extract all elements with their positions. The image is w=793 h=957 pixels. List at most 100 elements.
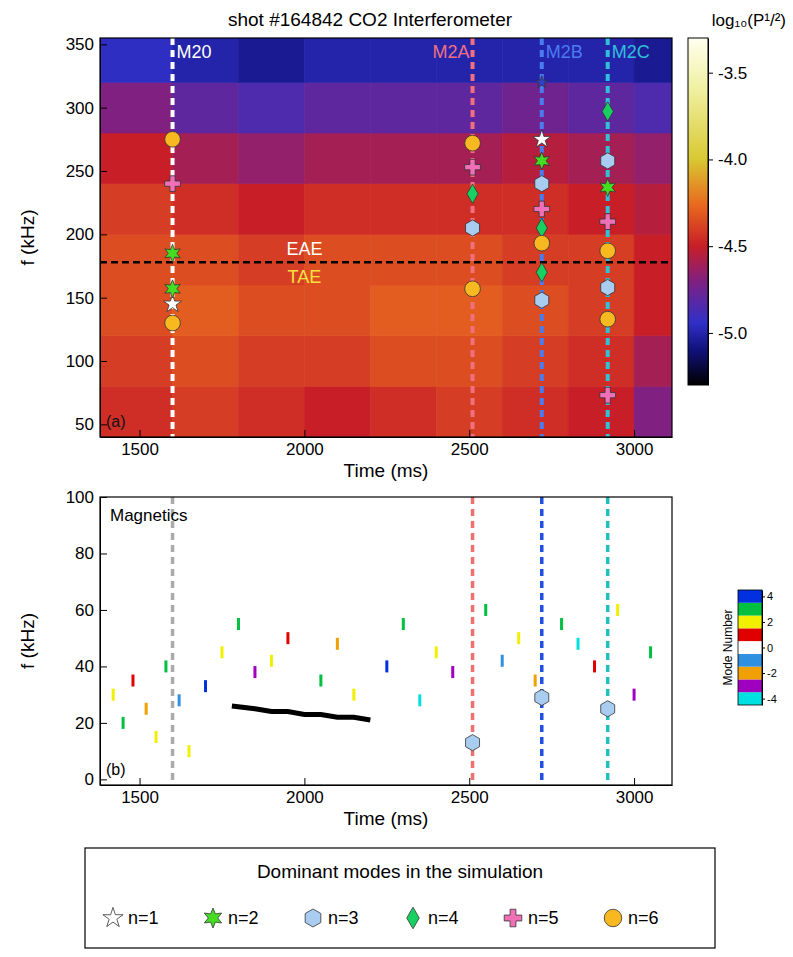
heatmap-cell — [304, 82, 370, 133]
tick: 2000 — [286, 778, 324, 807]
heatmap-cell — [238, 38, 304, 82]
tick: 3000 — [616, 778, 654, 807]
tick: 250 — [66, 162, 107, 181]
heatmap-cell — [304, 38, 370, 82]
figure: 150020002500300050100150200250300350shot… — [0, 0, 793, 957]
tick-mark — [304, 778, 305, 785]
heatmap-cell — [436, 386, 502, 437]
mode-activity — [204, 680, 207, 692]
time-marker-line — [471, 38, 475, 437]
tick: 60 — [75, 601, 107, 620]
tick-label: 1500 — [121, 788, 159, 807]
tick-mark — [100, 723, 107, 724]
mode-activity — [155, 731, 158, 743]
mode-marker — [601, 701, 615, 717]
legend-marker — [407, 907, 420, 929]
legend-label: n=2 — [228, 908, 259, 928]
heatmap-cell — [304, 386, 370, 437]
y-axis-title: f (kHz) — [17, 210, 38, 266]
tick-mark — [100, 44, 107, 45]
colorbar-cell — [738, 616, 762, 629]
mode-marker — [536, 263, 547, 282]
heatmap-cell — [502, 285, 568, 336]
plot-area — [100, 38, 672, 437]
plot-frame — [100, 38, 672, 437]
tick: 0 — [762, 642, 773, 654]
heatmap-cell — [100, 133, 173, 184]
mode-activity — [451, 666, 454, 678]
heatmap-cell — [173, 38, 239, 82]
mode-marker — [535, 292, 549, 308]
colorbar-cell — [738, 628, 762, 641]
heatmap-cell — [370, 234, 436, 285]
heatmap-cell — [100, 386, 173, 437]
heatmap-cell — [173, 82, 239, 133]
legend-box — [85, 848, 715, 948]
mode-activity — [145, 703, 148, 715]
legend-label: n=4 — [428, 908, 459, 928]
tick-mark — [708, 73, 713, 74]
time-marker-line — [606, 497, 610, 785]
tick-label: 50 — [75, 415, 94, 434]
x-axis: 1500200025003000 — [101, 430, 673, 459]
colorbar-cell — [738, 679, 762, 692]
tick-label: 80 — [75, 544, 94, 563]
tick-mark — [100, 610, 107, 611]
tick-mark — [100, 553, 107, 554]
mode-marker — [601, 153, 615, 169]
mode-marker — [165, 244, 180, 262]
tick: 1500 — [121, 778, 159, 807]
mode-marker — [466, 735, 480, 751]
heatmap-cell — [238, 336, 304, 387]
heatmap-cell — [173, 336, 239, 387]
tick-mark — [762, 622, 765, 623]
heatmap-cell — [100, 336, 173, 387]
mode-marker — [165, 315, 181, 331]
tick: 20 — [75, 714, 107, 733]
tick: 300 — [66, 99, 107, 118]
tick: 4 — [762, 590, 773, 602]
tick-mark — [469, 778, 470, 785]
y-axis: 50100150200250300350 — [66, 35, 107, 437]
heatmap-cell — [568, 82, 634, 133]
time-marker-label: M2A — [433, 42, 470, 62]
tick-label: 40 — [75, 657, 94, 676]
region-label: EAE — [286, 239, 322, 259]
tick-mark — [100, 779, 107, 780]
time-marker-label: M2B — [546, 42, 583, 62]
tick-mark — [634, 778, 635, 785]
x-axis-title: Time (ms) — [344, 808, 429, 829]
colorbar-axis: -4-2024 — [762, 590, 777, 705]
heatmap-cell — [238, 184, 304, 235]
heatmap-cell — [502, 386, 568, 437]
legend-label: n=3 — [328, 908, 359, 928]
mode-marker — [165, 131, 181, 147]
colorbar — [688, 38, 708, 385]
mode-activity — [270, 655, 273, 667]
tick-label: 2500 — [451, 788, 489, 807]
mode-activity — [188, 745, 191, 757]
tick-label: -4.0 — [718, 150, 747, 169]
heatmap-cell — [370, 133, 436, 184]
legend-label: n=6 — [628, 908, 659, 928]
mode-activity — [616, 604, 619, 616]
mode-activity — [593, 660, 596, 672]
tick: -4.5 — [708, 237, 747, 256]
mode-activity — [560, 618, 563, 630]
heatmap-cell — [634, 82, 672, 133]
colorbar-title: Mode Number — [721, 609, 735, 685]
heatmap-cell — [238, 133, 304, 184]
axis-line — [100, 39, 101, 438]
tick-mark — [100, 108, 107, 109]
mode-marker — [600, 179, 615, 197]
colorbar-cell — [738, 667, 762, 680]
tick: 50 — [75, 415, 107, 434]
heatmap-cell — [304, 285, 370, 336]
mode-activity — [517, 632, 520, 644]
tick: 2 — [762, 616, 773, 628]
heatmap-cell — [370, 336, 436, 387]
y-axis-title: f (kHz) — [17, 613, 38, 669]
tick-label: 350 — [66, 35, 94, 54]
heatmap-cell — [238, 82, 304, 133]
heatmap-cell — [568, 386, 634, 437]
